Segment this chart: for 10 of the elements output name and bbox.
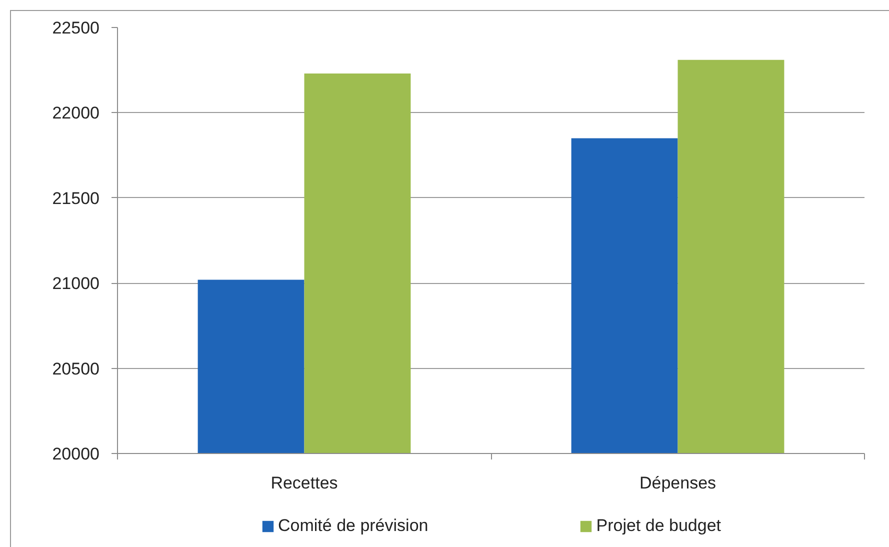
y-tick-label: 20000	[52, 444, 100, 464]
y-tick-label: 21500	[52, 188, 100, 208]
x-tick-label: Dépenses	[639, 474, 716, 492]
x-tick-label: Recettes	[270, 474, 338, 492]
y-tick-label: 21000	[52, 274, 100, 294]
y-tick-label: 22000	[52, 104, 100, 123]
legend-label: Projet de budget	[596, 516, 722, 536]
y-tick-label: 20500	[52, 359, 100, 378]
legend-label: Comité de prévision	[278, 516, 428, 536]
y-tick-label: 22500	[52, 18, 100, 38]
